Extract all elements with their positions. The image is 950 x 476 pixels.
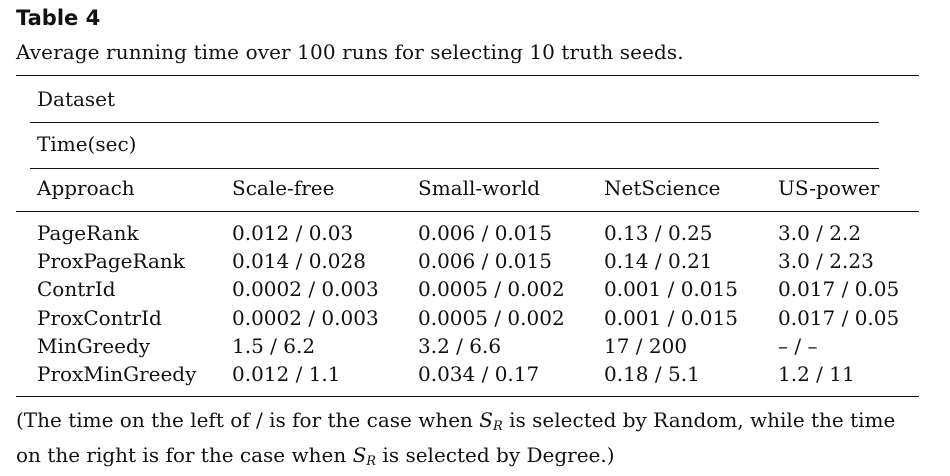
row-label: ProxMinGreedy [37, 362, 197, 386]
table-cell: 0.012 / 1.1 [232, 362, 341, 386]
footnote-text: (The time on the left of / is for the ca… [16, 408, 480, 432]
dataset-group-header: Dataset [37, 87, 116, 111]
group-rule [30, 122, 879, 123]
table-cell: 3.0 / 2.23 [778, 249, 874, 273]
row-label: ProxContrId [37, 306, 162, 330]
footnote-text: is selected by Random, while the time on… [16, 408, 896, 467]
time-unit-header: Time(sec) [37, 132, 137, 156]
unit-rule [30, 168, 879, 169]
table-title: Table 4 [16, 6, 101, 30]
table-cell: 0.034 / 0.17 [418, 362, 540, 386]
column-header-scale-free: Scale-free [232, 176, 335, 200]
table-caption: Average running time over 100 runs for s… [16, 40, 684, 64]
top-rule [16, 75, 919, 76]
table-cell: 0.14 / 0.21 [604, 249, 713, 273]
table-row: PageRank 0.012 / 0.03 0.006 / 0.015 0.13… [0, 221, 950, 249]
table-cell: 0.0002 / 0.003 [232, 277, 379, 301]
table-cell: 0.017 / 0.05 [778, 306, 900, 330]
table-row: ProxPageRank 0.014 / 0.028 0.006 / 0.015… [0, 249, 950, 277]
column-header-netscience: NetScience [604, 176, 721, 200]
table-cell: 0.006 / 0.015 [418, 221, 552, 245]
row-label: PageRank [37, 221, 139, 245]
table-cell: 0.001 / 0.015 [604, 306, 738, 330]
table-cell: 0.012 / 0.03 [232, 221, 354, 245]
table-row: MinGreedy 1.5 / 6.2 3.2 / 6.6 17 / 200 –… [0, 334, 950, 362]
column-header-approach: Approach [37, 176, 135, 200]
table-cell: 0.006 / 0.015 [418, 249, 552, 273]
table-cell: 1.5 / 6.2 [232, 334, 316, 358]
table-footnote: (The time on the left of / is for the ca… [16, 406, 922, 476]
table-row: ProxMinGreedy 0.012 / 1.1 0.034 / 0.17 0… [0, 362, 950, 390]
table-cell: 0.0002 / 0.003 [232, 306, 379, 330]
footnote-subscript: R [492, 419, 503, 434]
column-header-small-world: Small-world [418, 176, 541, 200]
footnote-text: is selected by Degree.) [376, 443, 615, 467]
column-header-us-power: US-power [778, 176, 880, 200]
header-rule [16, 211, 919, 212]
table-cell: 1.2 / 11 [778, 362, 855, 386]
table-cell: 17 / 200 [604, 334, 688, 358]
table-cell: 0.0005 / 0.002 [418, 306, 565, 330]
table-cell: 0.13 / 0.25 [604, 221, 713, 245]
table-row: ProxContrId 0.0002 / 0.003 0.0005 / 0.00… [0, 306, 950, 334]
footnote-variable: S [352, 443, 367, 467]
table-cell: – / – [778, 334, 818, 358]
table-cell: 3.2 / 6.6 [418, 334, 502, 358]
row-label: ContrId [37, 277, 116, 301]
footnote-variable: S [479, 408, 493, 432]
bottom-rule [16, 396, 919, 397]
footnote-subscript: R [366, 454, 377, 469]
table-cell: 0.001 / 0.015 [604, 277, 738, 301]
row-label: MinGreedy [37, 334, 151, 358]
table-row: ContrId 0.0002 / 0.003 0.0005 / 0.002 0.… [0, 277, 950, 305]
table-cell: 0.017 / 0.05 [778, 277, 900, 301]
table-cell: 0.0005 / 0.002 [418, 277, 565, 301]
table-cell: 3.0 / 2.2 [778, 221, 862, 245]
row-label: ProxPageRank [37, 249, 185, 273]
table-cell: 0.18 / 5.1 [604, 362, 700, 386]
table-cell: 0.014 / 0.028 [232, 249, 366, 273]
